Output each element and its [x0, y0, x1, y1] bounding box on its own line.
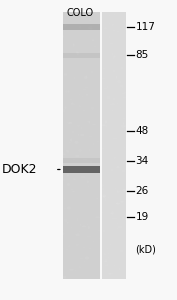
Ellipse shape: [105, 96, 106, 97]
Ellipse shape: [71, 104, 76, 105]
Ellipse shape: [110, 103, 115, 105]
Ellipse shape: [98, 24, 99, 26]
Ellipse shape: [84, 256, 89, 260]
Ellipse shape: [67, 222, 69, 224]
Ellipse shape: [84, 76, 88, 79]
Bar: [63, 53, 100, 58]
Ellipse shape: [118, 226, 122, 228]
Ellipse shape: [68, 122, 72, 124]
Ellipse shape: [92, 39, 94, 41]
Ellipse shape: [113, 138, 117, 139]
Ellipse shape: [113, 265, 115, 266]
Ellipse shape: [108, 273, 113, 274]
Ellipse shape: [75, 155, 79, 157]
Ellipse shape: [88, 226, 90, 229]
Text: 117: 117: [135, 22, 155, 32]
Ellipse shape: [88, 186, 89, 187]
Ellipse shape: [109, 36, 110, 38]
Ellipse shape: [108, 273, 111, 275]
Ellipse shape: [121, 67, 124, 69]
Ellipse shape: [112, 53, 113, 56]
Bar: [63, 24, 100, 30]
Ellipse shape: [122, 169, 125, 172]
Ellipse shape: [70, 138, 72, 142]
Ellipse shape: [105, 264, 106, 267]
Ellipse shape: [102, 194, 106, 198]
Ellipse shape: [82, 226, 87, 227]
Text: COLO: COLO: [67, 8, 94, 17]
Ellipse shape: [67, 174, 69, 176]
Ellipse shape: [122, 86, 123, 88]
Ellipse shape: [73, 178, 76, 180]
Bar: [63, 158, 100, 163]
Text: (kD): (kD): [135, 244, 156, 254]
Ellipse shape: [89, 121, 90, 124]
Ellipse shape: [66, 248, 68, 250]
Ellipse shape: [62, 232, 64, 235]
Ellipse shape: [116, 203, 120, 205]
Ellipse shape: [62, 276, 67, 279]
Ellipse shape: [113, 70, 115, 72]
Ellipse shape: [72, 131, 74, 133]
Ellipse shape: [89, 161, 92, 163]
Ellipse shape: [66, 150, 69, 151]
Ellipse shape: [116, 166, 120, 169]
Ellipse shape: [120, 201, 124, 203]
Ellipse shape: [105, 198, 106, 201]
Ellipse shape: [69, 268, 74, 271]
Ellipse shape: [103, 196, 105, 198]
Ellipse shape: [105, 120, 107, 124]
Text: 26: 26: [135, 185, 149, 196]
Ellipse shape: [117, 190, 119, 194]
Bar: [63, 12, 100, 279]
Ellipse shape: [116, 76, 117, 79]
Text: 19: 19: [135, 212, 149, 223]
Bar: [63, 166, 100, 173]
Ellipse shape: [68, 90, 69, 93]
Text: DOK2: DOK2: [2, 163, 37, 176]
Ellipse shape: [111, 24, 114, 26]
Ellipse shape: [122, 189, 126, 192]
Ellipse shape: [123, 122, 124, 125]
Ellipse shape: [75, 141, 78, 144]
Ellipse shape: [68, 245, 70, 247]
Ellipse shape: [101, 124, 106, 126]
Ellipse shape: [105, 259, 107, 262]
Text: 34: 34: [135, 155, 149, 166]
Text: 85: 85: [135, 50, 149, 61]
Ellipse shape: [84, 261, 86, 262]
Ellipse shape: [92, 124, 96, 125]
Ellipse shape: [116, 229, 120, 230]
Ellipse shape: [108, 197, 110, 198]
Ellipse shape: [73, 169, 78, 170]
Ellipse shape: [109, 14, 111, 16]
Bar: [102, 12, 126, 279]
Ellipse shape: [95, 216, 100, 218]
Ellipse shape: [120, 250, 123, 252]
Ellipse shape: [112, 175, 113, 176]
Ellipse shape: [75, 233, 80, 236]
Ellipse shape: [96, 198, 98, 200]
Ellipse shape: [122, 97, 127, 98]
Ellipse shape: [119, 55, 122, 56]
Text: 48: 48: [135, 125, 149, 136]
